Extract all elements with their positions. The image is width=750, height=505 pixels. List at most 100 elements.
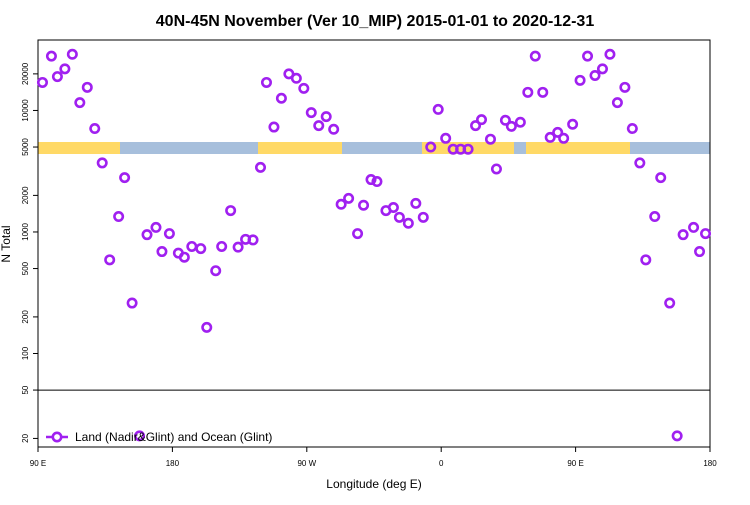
point: [649, 211, 661, 223]
y-tick-label: 5000: [21, 138, 30, 156]
x-tick-label: 90 E: [567, 459, 583, 468]
point: [671, 430, 683, 442]
point: [305, 107, 317, 119]
point: [313, 120, 325, 132]
point: [694, 246, 706, 258]
point: [677, 229, 689, 241]
point: [298, 82, 310, 94]
point: [582, 50, 594, 62]
point: [402, 217, 414, 229]
point: [371, 176, 383, 188]
point: [335, 198, 347, 210]
point: [150, 221, 162, 233]
land-segment: [38, 142, 120, 154]
point: [529, 50, 541, 62]
x-tick-label: 90 E: [30, 459, 46, 468]
point: [210, 265, 222, 277]
point: [640, 254, 652, 266]
y-tick-label: 10000: [21, 99, 30, 122]
point: [163, 228, 175, 240]
point: [343, 192, 355, 204]
point: [320, 111, 332, 123]
x-tick-label: 180: [703, 459, 717, 468]
legend-marker: [51, 431, 63, 443]
point: [484, 133, 496, 145]
point: [490, 163, 502, 175]
point: [225, 205, 237, 217]
land-segment: [422, 142, 514, 154]
point: [126, 297, 138, 309]
point: [476, 114, 488, 126]
point: [328, 123, 340, 135]
point: [66, 48, 78, 60]
y-tick-label: 1000: [21, 223, 30, 241]
point: [589, 69, 601, 81]
y-tick-label: 50: [21, 385, 30, 394]
point: [290, 72, 302, 84]
point: [664, 297, 676, 309]
point: [611, 97, 623, 109]
point: [619, 81, 631, 93]
point: [358, 199, 370, 211]
point: [393, 211, 405, 223]
point: [45, 50, 57, 62]
point: [260, 76, 272, 88]
y-axis-label: N Total: [0, 225, 13, 262]
point: [156, 246, 168, 258]
point: [604, 48, 616, 60]
point: [514, 116, 526, 128]
x-tick-label: 0: [439, 459, 444, 468]
y-tick-label: 500: [21, 261, 30, 275]
point: [596, 63, 608, 75]
point: [522, 86, 534, 98]
point: [417, 211, 429, 223]
point: [275, 92, 287, 104]
point: [119, 172, 131, 184]
point: [74, 97, 86, 109]
y-tick-label: 200: [21, 310, 30, 324]
point: [195, 243, 207, 255]
land-segment: [258, 142, 342, 154]
point: [567, 118, 579, 130]
point: [247, 234, 259, 246]
point: [36, 76, 48, 88]
chart-title: 40N-45N November (Ver 10_MIP) 2015-01-01…: [156, 13, 595, 30]
series: [36, 48, 712, 442]
y-tick-label: 20: [21, 433, 30, 442]
point: [700, 228, 712, 240]
point: [268, 121, 280, 133]
point: [96, 157, 108, 169]
plot-frame: [37, 39, 711, 448]
point: [387, 201, 399, 213]
point: [113, 211, 125, 223]
point: [59, 63, 71, 75]
ocean-segment: [514, 142, 526, 154]
point: [178, 251, 190, 263]
y-tick-label: 100: [21, 346, 30, 360]
point: [688, 221, 700, 233]
legend-label: Land (Nadir&Glint) and Ocean (Glint): [75, 430, 272, 444]
point: [552, 126, 564, 138]
point: [410, 197, 422, 209]
point: [89, 123, 101, 135]
y-tick-label: 2000: [21, 186, 30, 204]
point: [655, 172, 667, 184]
point: [440, 132, 452, 144]
x-tick-label: 180: [166, 459, 180, 468]
point: [352, 228, 364, 240]
point: [558, 132, 570, 144]
x-tick-label: 90 W: [297, 459, 316, 468]
point: [425, 141, 437, 153]
point: [432, 103, 444, 115]
point: [505, 120, 517, 132]
point: [141, 229, 153, 241]
point: [104, 254, 116, 266]
point: [537, 86, 549, 98]
point: [499, 114, 511, 126]
point: [255, 161, 267, 173]
point: [201, 321, 213, 333]
point: [544, 131, 556, 143]
point: [51, 71, 63, 83]
